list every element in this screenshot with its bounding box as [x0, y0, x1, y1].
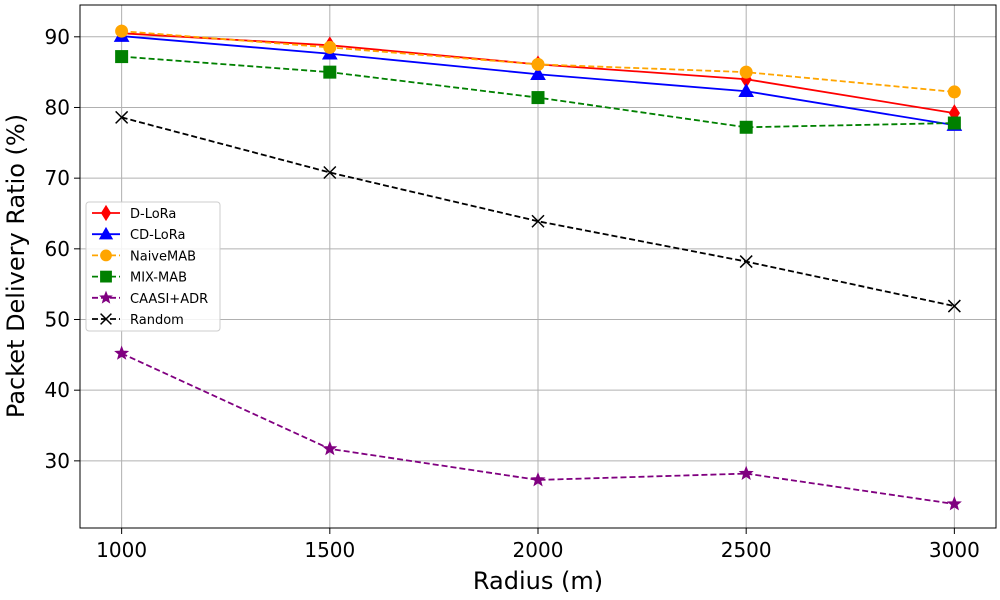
data-point	[947, 299, 961, 313]
x-tick-label: 2500	[721, 538, 772, 562]
series-naivemab	[115, 24, 961, 99]
y-tick-label: 70	[45, 166, 70, 190]
legend-label: MIX-MAB	[130, 271, 187, 286]
x-tick-label: 2000	[513, 538, 564, 562]
data-point	[739, 120, 753, 134]
series-mix-mab	[115, 50, 961, 134]
legend-entry: D-LoRa	[92, 204, 176, 222]
y-tick-label: 90	[45, 25, 70, 49]
series-random	[115, 110, 961, 313]
legend-entry: CD-LoRa	[92, 226, 185, 243]
legend-marker	[100, 313, 112, 325]
plot-frame	[79, 4, 997, 529]
legend: D-LoRa CD-LoRa NaiveMAB MIX-MAB CAASI+ADR Ran…	[85, 201, 221, 332]
data-point	[115, 24, 129, 38]
legend-marker	[100, 204, 112, 222]
y-tick-label: 80	[45, 95, 70, 119]
data-point	[530, 66, 546, 81]
x-tick-label: 1500	[304, 538, 355, 562]
legend-entry: NaiveMAB	[92, 249, 196, 264]
legend-label: D-LoRa	[130, 207, 176, 222]
data-point	[531, 91, 545, 105]
data-point	[738, 83, 755, 97]
y-tick-label: 40	[45, 378, 70, 402]
data-point	[323, 65, 337, 79]
data-point	[738, 465, 754, 480]
x-tick-label: 3000	[929, 538, 980, 562]
data-point	[530, 472, 546, 487]
x-tick-label: 1000	[96, 538, 147, 562]
y-axis-title: Packet Delivery Ratio (%)	[2, 114, 30, 418]
data-point	[322, 440, 338, 456]
legend-label: NaiveMAB	[130, 249, 196, 264]
data-point	[947, 85, 961, 99]
axis-ticks: 1000 1500 2000 2500 3000 30 40 50 60 70 80 90	[45, 25, 980, 562]
y-tick-label: 30	[45, 449, 70, 473]
series-caasi-adr	[114, 345, 962, 511]
legend-label: CAASI+ADR	[130, 292, 208, 307]
data-point	[323, 165, 337, 180]
data-point	[114, 345, 130, 360]
data-point	[531, 57, 545, 71]
legend-marker	[98, 226, 114, 240]
legend-entry: Random	[92, 313, 184, 328]
data-point	[323, 40, 337, 54]
x-axis-title: Radius (m)	[473, 567, 603, 595]
data-point	[739, 65, 753, 79]
legend-marker	[100, 270, 112, 283]
data-point	[531, 214, 545, 228]
legend-label: Random	[130, 313, 184, 328]
legend-marker	[100, 249, 112, 262]
legend-label: CD-LoRa	[130, 228, 185, 243]
y-tick-label: 50	[45, 308, 70, 332]
data-point	[947, 116, 961, 130]
legend-entry: MIX-MAB	[92, 271, 187, 286]
data-point	[739, 255, 753, 269]
legend-marker	[99, 290, 113, 304]
series-line	[121, 116, 955, 307]
data-point	[115, 50, 129, 64]
series-lines	[113, 24, 963, 511]
data-point	[115, 110, 129, 124]
data-point	[946, 496, 962, 511]
legend-entry: CAASI+ADR	[92, 290, 208, 307]
y-tick-label: 60	[45, 237, 70, 261]
